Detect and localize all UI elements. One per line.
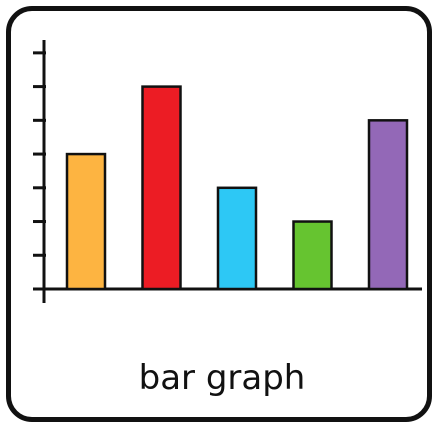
y-ticks — [33, 51, 46, 257]
chart-caption: bar graph — [138, 358, 306, 398]
bar — [367, 119, 409, 291]
bar — [65, 152, 107, 291]
bar — [292, 220, 333, 291]
bar — [216, 186, 258, 291]
bar — [141, 85, 182, 291]
bars — [65, 85, 409, 291]
